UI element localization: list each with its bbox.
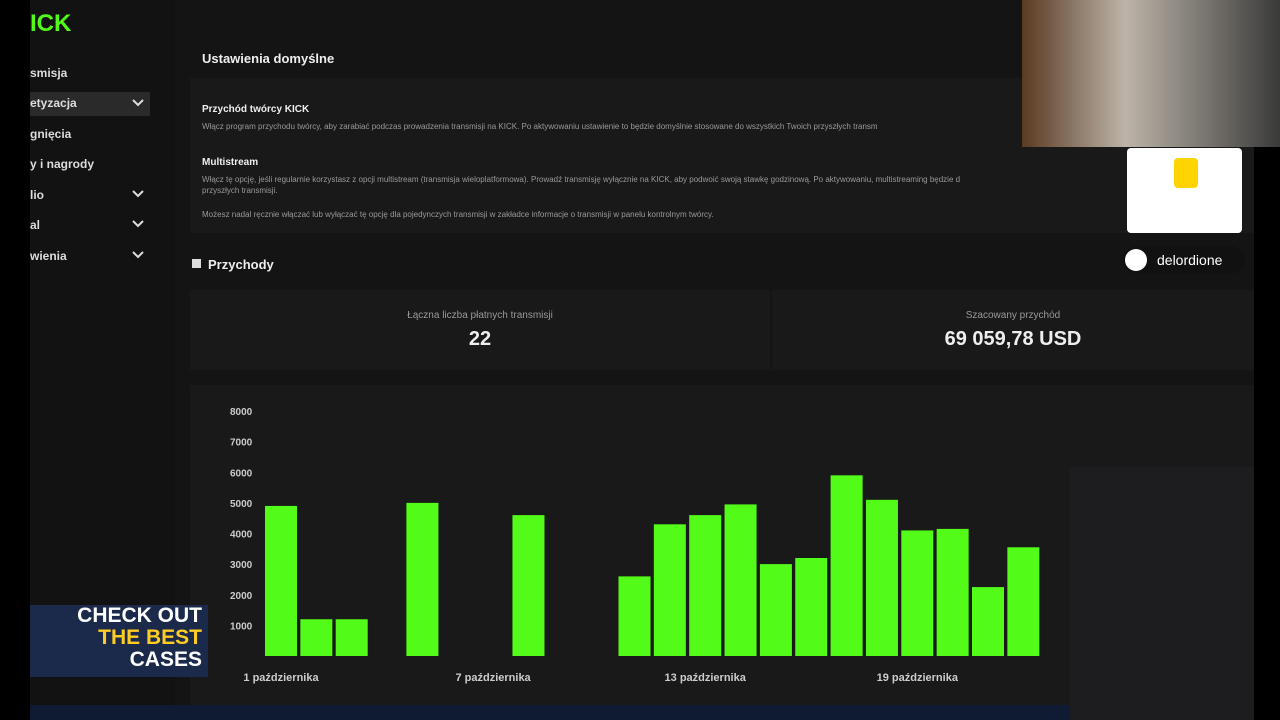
y-tick-label: 8000	[230, 407, 253, 418]
phone-icon	[1125, 249, 1147, 271]
bar	[759, 564, 792, 656]
stat-value: 69 059,78 USD	[944, 328, 1082, 350]
ad-line: CHECK OUT	[77, 604, 202, 627]
chevrons	[132, 99, 144, 259]
bar	[300, 619, 333, 656]
ad-line: THE BEST	[98, 626, 202, 649]
bar	[512, 515, 545, 656]
y-tick-label: 4000	[230, 530, 253, 541]
username-tag: delordione	[1123, 246, 1245, 274]
stat-card: Łączna liczba płatnych transmisji 22	[190, 290, 770, 370]
nav-item[interactable]: smisja	[30, 66, 68, 80]
nav-item[interactable]: etyzacja	[30, 96, 77, 110]
bar	[724, 504, 757, 656]
y-tick-label: 1000	[230, 621, 253, 632]
stat-label: Łączna liczba płatnych transmisji	[407, 310, 553, 321]
taskbar	[30, 705, 1254, 720]
bar	[618, 576, 651, 656]
nav-item[interactable]: al	[30, 218, 41, 232]
nav-active	[30, 92, 150, 116]
bar	[1007, 547, 1040, 656]
bar	[865, 499, 898, 656]
setting-note: Możesz nadal ręcznie włączać lub wyłącza…	[202, 210, 714, 219]
y-tick-label: 6000	[230, 468, 253, 479]
ad-line: CASES	[129, 648, 202, 671]
nav-item[interactable]: gnięcia	[30, 127, 72, 141]
qr-logo	[1174, 158, 1198, 188]
qr-code	[1127, 148, 1242, 233]
bar	[653, 524, 686, 656]
stat-value: 22	[468, 328, 492, 350]
webcam-face	[1070, 467, 1254, 720]
y-tick-label: 2000	[230, 591, 253, 602]
y-tick-label: 3000	[230, 560, 253, 571]
bar	[972, 587, 1004, 656]
x-tick-label: 1 października	[243, 672, 319, 684]
setting-title: Przychód twórcy KICK	[202, 104, 310, 115]
icon	[192, 259, 201, 268]
header-title: Ustawienia domyślne	[202, 51, 335, 66]
bar	[901, 530, 934, 656]
bar	[936, 528, 969, 656]
setting-desc: Włącz program przychodu twórcy, aby zara…	[202, 122, 878, 131]
logo: ICK	[30, 10, 72, 37]
stat-label: Szacowany przychód	[965, 310, 1061, 321]
bar	[795, 558, 828, 656]
sidebar: ICK smisja etyzacja gnięcia y i nagrody …	[30, 0, 175, 705]
revenue-title: Przychody	[208, 257, 274, 272]
y-tick-label: 7000	[230, 438, 253, 449]
setting-desc: przyszłych transmisji.	[202, 186, 278, 195]
ad-banner[interactable]: CHECK OUT THE BEST CASES	[30, 605, 208, 677]
x-tick-label: 7 października	[455, 672, 531, 684]
bar	[689, 515, 722, 656]
nav-item[interactable]: lio	[30, 188, 44, 202]
stat-card: Szacowany przychód 69 059,78 USD	[772, 290, 1254, 370]
bar	[265, 505, 297, 656]
x-tick-label: 19 października	[877, 672, 959, 684]
nav-item[interactable]: wienia	[30, 249, 67, 263]
setting-desc: Włącz tę opcję, jeśli regularnie korzyst…	[202, 175, 961, 184]
setting-title: Multistream	[202, 157, 259, 168]
y-tick-label: 5000	[230, 499, 253, 510]
webcam-room	[1022, 0, 1280, 147]
bar	[830, 475, 863, 656]
nav-item[interactable]: y i nagrody	[30, 157, 95, 171]
bar	[335, 619, 368, 656]
x-tick-label: 13 października	[665, 672, 747, 684]
bar	[406, 502, 439, 656]
